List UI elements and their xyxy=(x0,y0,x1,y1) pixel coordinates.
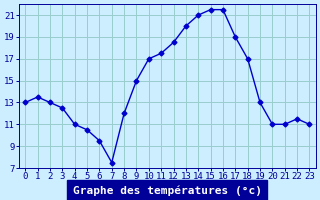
X-axis label: Graphe des températures (°c): Graphe des températures (°c) xyxy=(73,185,262,196)
